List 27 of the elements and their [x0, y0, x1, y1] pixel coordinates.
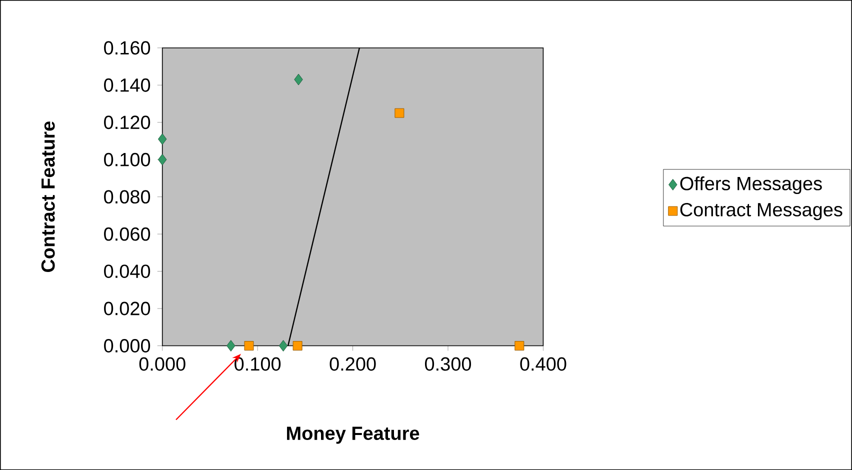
y-tick-label: 0.120 — [104, 116, 150, 130]
point — [394, 108, 404, 118]
y-tick-label: 0.020 — [104, 302, 150, 316]
y-tick-label: 0.040 — [104, 264, 150, 278]
y-tick-label: 0.160 — [104, 41, 150, 55]
x-axis-title: Money Feature — [287, 426, 420, 444]
x-tick-label: 0.000 — [139, 357, 186, 371]
point — [278, 340, 288, 352]
x-tick-label: 0.100 — [234, 357, 281, 371]
legend-label: Offers Messages — [680, 176, 822, 194]
x-tick-label: 0.200 — [330, 357, 376, 371]
point — [514, 340, 524, 350]
legend-label: Contract Messages — [680, 202, 842, 220]
y-tick-label: 0.080 — [104, 190, 150, 204]
point — [158, 133, 167, 145]
y-axis-title: Contract Feature — [41, 121, 55, 272]
y-tick-label: 0.140 — [104, 78, 150, 92]
point — [244, 340, 254, 350]
point — [158, 154, 167, 166]
y-tick-label: 0.100 — [104, 152, 150, 166]
x-tick-label: 0.300 — [424, 357, 472, 371]
y-tick-label: 0.000 — [104, 338, 150, 352]
y-tick-label: 0.060 — [104, 227, 150, 241]
point — [294, 74, 303, 86]
x-tick-label: 0.400 — [520, 357, 566, 371]
point — [292, 340, 302, 350]
point — [226, 340, 236, 352]
